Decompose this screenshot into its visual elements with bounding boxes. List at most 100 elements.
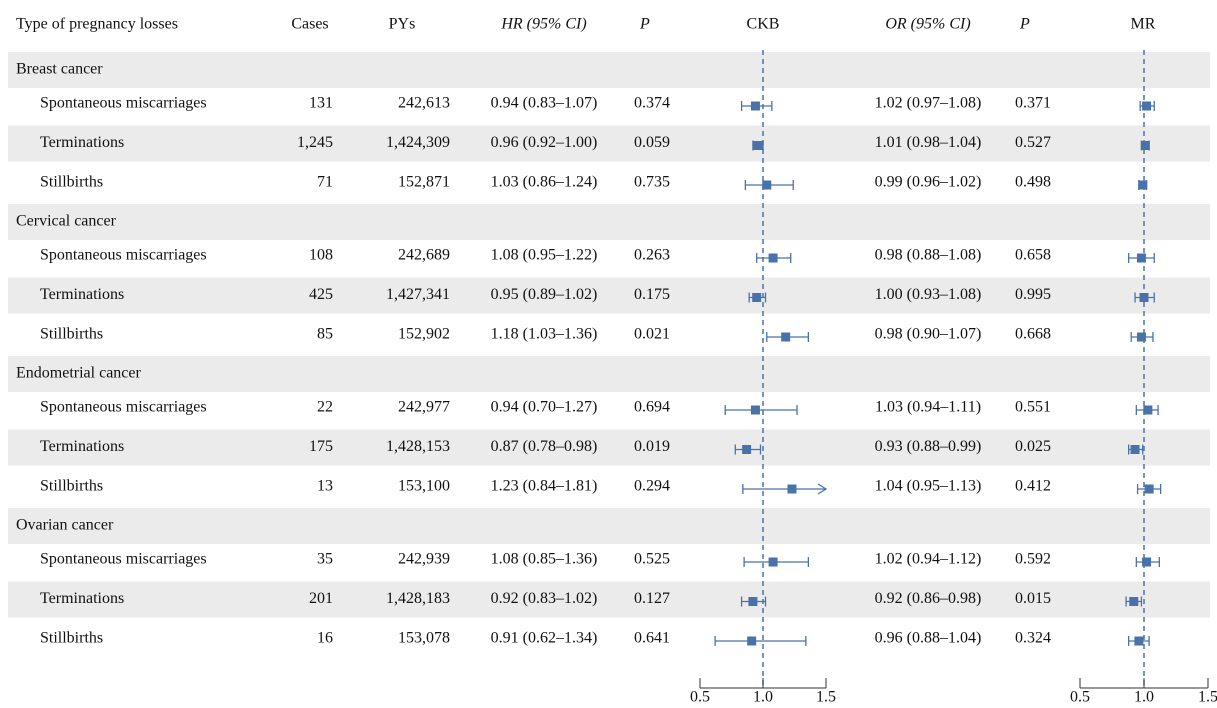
column-header: Type of pregnancy losses xyxy=(16,16,178,33)
estimate xyxy=(1134,636,1144,646)
estimate xyxy=(1136,253,1146,263)
or-ci: 0.93 (0.88–0.99) xyxy=(875,438,982,455)
pys: 242,977 xyxy=(398,399,450,416)
p-value: 0.641 xyxy=(634,630,670,647)
pys: 1,428,153 xyxy=(386,438,450,455)
x-tick-label: 1.5 xyxy=(816,689,836,706)
row-label: Stillbirths xyxy=(40,478,103,495)
row-label: Spontaneous miscarriages xyxy=(40,551,207,568)
p-value: 0.694 xyxy=(634,399,670,416)
pys: 242,689 xyxy=(398,247,450,264)
cases: 425 xyxy=(309,286,333,303)
or-ci: 1.00 (0.93–1.08) xyxy=(875,286,982,303)
ci-arrow xyxy=(817,483,828,495)
cases: 22 xyxy=(317,399,333,416)
hr-ci: 0.94 (0.70–1.27) xyxy=(491,399,598,416)
row-label: Terminations xyxy=(40,286,124,303)
group-label: Endometrial cancer xyxy=(16,365,141,382)
or-ci: 0.98 (0.90–1.07) xyxy=(875,326,982,343)
column-header: Cases xyxy=(291,16,328,33)
or-ci: 1.02 (0.94–1.12) xyxy=(875,551,982,568)
or-ci: 1.02 (0.97–1.08) xyxy=(875,95,982,112)
row-shade xyxy=(8,204,1210,240)
p-value: 0.059 xyxy=(634,134,670,151)
column-header: PYs xyxy=(389,16,416,33)
hr-ci: 1.18 (1.03–1.36) xyxy=(491,326,598,343)
estimate xyxy=(1130,445,1140,454)
hr-ci: 0.95 (0.89–1.02) xyxy=(491,286,598,303)
estimate xyxy=(1142,557,1152,567)
hr-ci: 1.08 (0.95–1.22) xyxy=(491,247,598,264)
row-label: Terminations xyxy=(40,438,124,455)
row-label: Spontaneous miscarriages xyxy=(40,95,207,112)
p-value: 0.025 xyxy=(1015,438,1051,455)
x-tick-label: 1.0 xyxy=(1134,689,1154,706)
hr-ci: 0.96 (0.92–1.00) xyxy=(491,134,598,151)
group-label: Breast cancer xyxy=(16,61,103,78)
row-shade xyxy=(8,508,1210,544)
p-value: 0.371 xyxy=(1015,95,1051,112)
hr-ci: 0.94 (0.83–1.07) xyxy=(491,95,598,112)
estimate xyxy=(1139,293,1149,302)
cases: 201 xyxy=(309,590,333,607)
p-value: 0.498 xyxy=(1015,174,1051,191)
hr-ci: 1.08 (0.85–1.36) xyxy=(491,551,598,568)
cases: 71 xyxy=(317,174,333,191)
column-header: CKB xyxy=(747,16,780,33)
p-value: 0.995 xyxy=(1015,286,1051,303)
estimate xyxy=(753,141,763,150)
estimate xyxy=(1138,180,1148,190)
cases: 35 xyxy=(317,551,333,568)
cases: 131 xyxy=(309,95,333,112)
or-ci: 1.03 (0.94–1.11) xyxy=(875,399,981,416)
p-value: 0.668 xyxy=(1015,326,1051,343)
estimate xyxy=(762,180,772,190)
cases: 108 xyxy=(309,247,333,264)
cases: 16 xyxy=(317,630,333,647)
p-value: 0.592 xyxy=(1015,551,1051,568)
pys: 1,427,341 xyxy=(386,286,450,303)
cases: 1,245 xyxy=(297,134,333,151)
estimate xyxy=(752,293,762,302)
estimate xyxy=(750,405,760,415)
x-tick-label: 0.5 xyxy=(1070,689,1090,706)
row-label: Stillbirths xyxy=(40,174,103,191)
p-value: 0.551 xyxy=(1015,399,1051,416)
x-tick-label: 1.5 xyxy=(1198,689,1217,706)
estimate xyxy=(1140,141,1150,150)
hr-ci: 0.92 (0.83–1.02) xyxy=(491,590,598,607)
pys: 152,871 xyxy=(398,174,450,191)
estimate xyxy=(781,332,791,342)
row-shade xyxy=(8,356,1210,392)
cases: 85 xyxy=(317,326,333,343)
row-label: Terminations xyxy=(40,590,124,607)
p-value: 0.127 xyxy=(634,590,670,607)
row-label: Terminations xyxy=(40,134,124,151)
row-label: Spontaneous miscarriages xyxy=(40,399,207,416)
row-shade xyxy=(8,429,1210,466)
p-value: 0.175 xyxy=(634,286,670,303)
row-label: Stillbirths xyxy=(40,326,103,343)
row-shade xyxy=(8,581,1210,618)
pys: 153,078 xyxy=(398,630,450,647)
estimate xyxy=(768,253,778,263)
p-value: 0.735 xyxy=(634,174,670,191)
column-header: P xyxy=(639,16,650,33)
p-value: 0.658 xyxy=(1015,247,1051,264)
p-value: 0.527 xyxy=(1015,134,1051,151)
pys: 152,902 xyxy=(398,326,450,343)
pys: 1,428,183 xyxy=(386,590,450,607)
estimate xyxy=(1143,405,1153,415)
or-ci: 0.96 (0.88–1.04) xyxy=(875,630,982,647)
cases: 175 xyxy=(309,438,333,455)
p-value: 0.294 xyxy=(634,478,670,495)
hr-ci: 0.91 (0.62–1.34) xyxy=(491,630,598,647)
or-ci: 0.98 (0.88–1.08) xyxy=(875,247,982,264)
x-tick-label: 0.5 xyxy=(690,689,710,706)
pys: 1,424,309 xyxy=(386,134,450,151)
estimate xyxy=(1136,332,1146,342)
row-shade xyxy=(8,277,1210,314)
or-ci: 1.01 (0.98–1.04) xyxy=(875,134,982,151)
column-header: OR (95% CI) xyxy=(885,16,970,33)
